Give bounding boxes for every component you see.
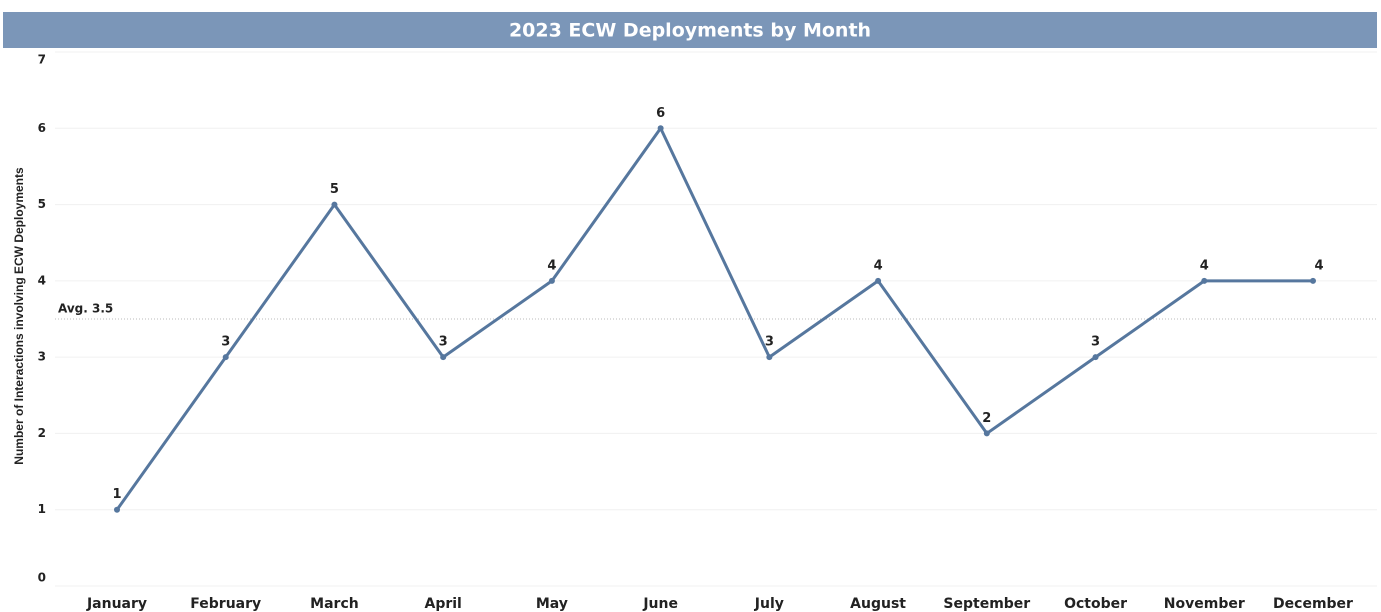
y-tick-label: 4 — [38, 273, 46, 287]
data-label: 3 — [765, 335, 774, 350]
x-tick-label: March — [310, 596, 359, 612]
x-tick-label: December — [1273, 596, 1353, 612]
data-label: 3 — [439, 335, 448, 350]
y-tick-label: 0 — [38, 571, 46, 585]
data-point — [983, 430, 990, 437]
series-line — [115, 126, 1313, 511]
data-point — [222, 354, 229, 361]
x-tick-label: September — [943, 596, 1030, 612]
data-point — [1092, 354, 1099, 361]
data-label: 1 — [112, 487, 121, 502]
data-point — [440, 354, 447, 361]
x-tick-label: February — [190, 596, 261, 612]
data-label: 5 — [330, 182, 339, 197]
reference-label: Avg. 3.5 — [58, 302, 113, 316]
data-label: 4 — [1200, 258, 1209, 273]
data-point — [331, 201, 338, 208]
y-tick-label: 7 — [38, 53, 46, 67]
x-tick-label: August — [850, 596, 906, 612]
x-tick-label: October — [1064, 596, 1127, 612]
data-point — [548, 277, 555, 284]
data-point — [114, 506, 120, 513]
x-tick-label: January — [86, 596, 147, 612]
x-tick-label: November — [1164, 596, 1245, 612]
y-tick-label: 3 — [38, 350, 46, 364]
data-point — [875, 277, 882, 284]
x-tick-label: June — [642, 596, 678, 612]
data-label: 4 — [874, 258, 883, 273]
data-label: 2 — [982, 411, 991, 426]
data-label: 4 — [547, 258, 556, 273]
x-tick-label: July — [754, 596, 784, 612]
data-point — [657, 125, 664, 132]
y-tick-label: 2 — [38, 426, 46, 440]
y-tick-label: 6 — [38, 121, 46, 135]
y-axis-title: Number of Interactions involving ECW Dep… — [12, 167, 26, 465]
data-label: 3 — [1091, 335, 1100, 350]
x-tick-label: May — [536, 596, 568, 612]
data-point — [1310, 277, 1316, 284]
title-bar — [3, 12, 1377, 48]
chart-title: 2023 ECW Deployments by Month — [509, 20, 871, 42]
y-tick-label: 1 — [38, 502, 46, 516]
data-label: 3 — [221, 335, 230, 350]
data-point — [1201, 277, 1208, 284]
data-point — [766, 354, 773, 361]
data-label: 4 — [1314, 258, 1323, 273]
x-tick-label: April — [425, 596, 462, 612]
data-label: 6 — [656, 106, 665, 121]
y-tick-label: 5 — [38, 197, 46, 211]
